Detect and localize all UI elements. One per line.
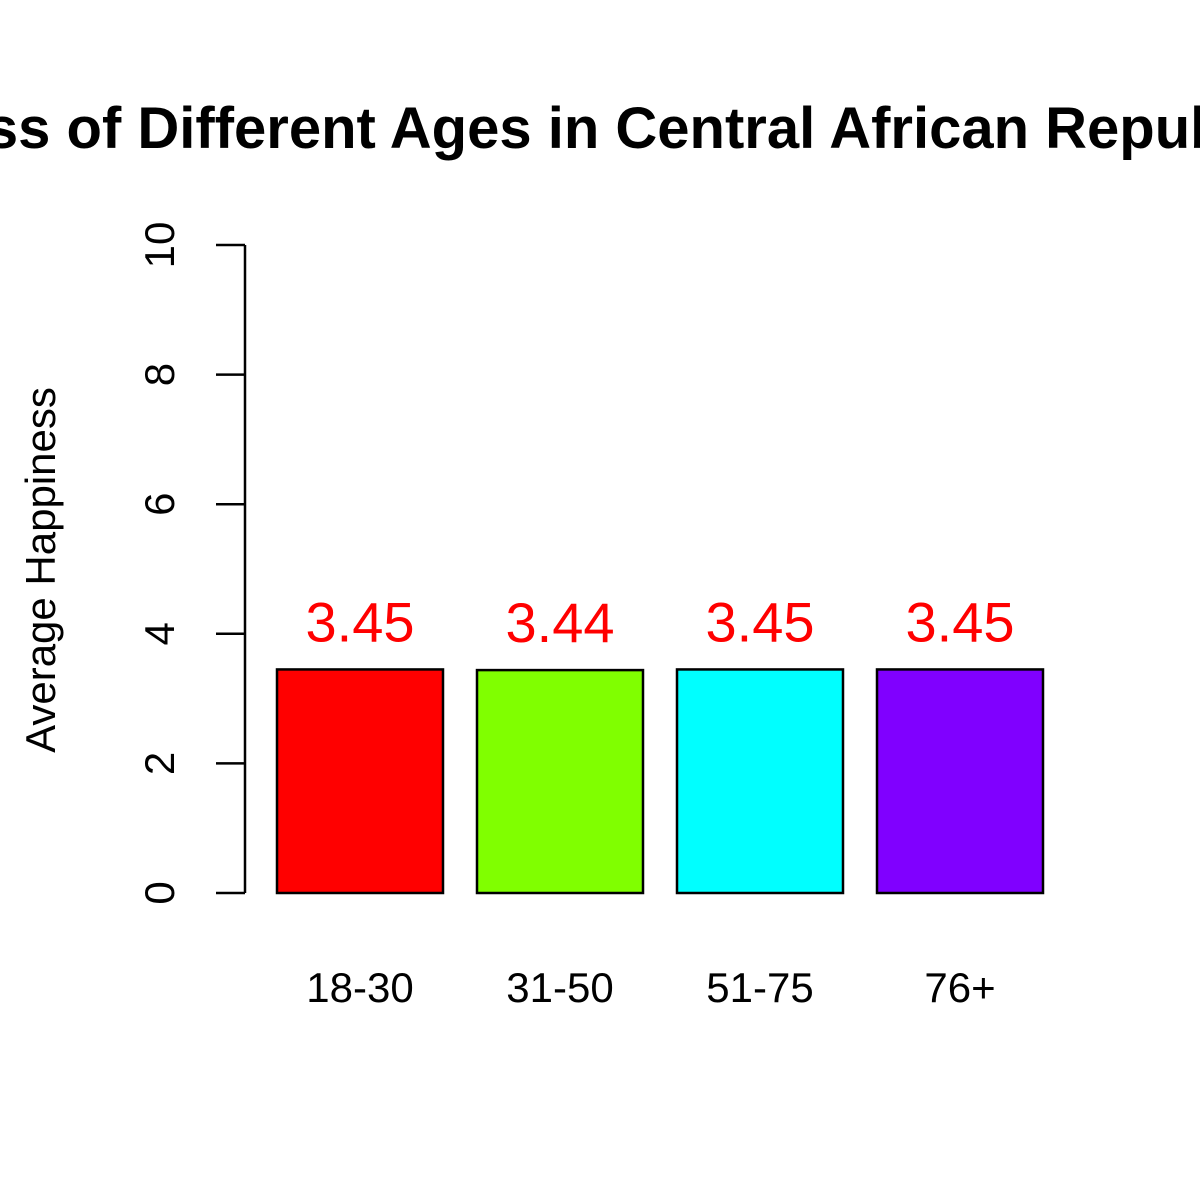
y-axis: 0 2 4 6 8 10 bbox=[136, 222, 247, 905]
x-tick-label: 31-50 bbox=[506, 964, 613, 1011]
x-tick-label: 76+ bbox=[924, 964, 995, 1011]
chart-title: Average Happiness of Different Ages in C… bbox=[0, 96, 1200, 161]
value-labels-group: 3.45 3.44 3.45 3.45 bbox=[306, 590, 1015, 654]
bars-group bbox=[275, 668, 1045, 895]
y-tick-label: 8 bbox=[136, 363, 183, 386]
y-tick-label: 0 bbox=[136, 881, 183, 904]
bar-31-50 bbox=[475, 668, 645, 895]
bar-18-30 bbox=[275, 668, 445, 895]
bar-51-75 bbox=[675, 668, 845, 895]
y-axis-title: Average Happiness bbox=[17, 387, 64, 753]
data-label: 3.44 bbox=[506, 591, 615, 654]
x-tick-label: 18-30 bbox=[306, 964, 413, 1011]
data-label: 3.45 bbox=[306, 590, 415, 653]
y-tick-label: 2 bbox=[136, 752, 183, 775]
data-label: 3.45 bbox=[906, 590, 1015, 653]
y-tick-label: 4 bbox=[136, 622, 183, 645]
data-label: 3.45 bbox=[706, 590, 815, 653]
y-tick-label: 10 bbox=[136, 222, 183, 269]
y-tick-label: 6 bbox=[136, 493, 183, 516]
x-tick-label: 51-75 bbox=[706, 964, 813, 1011]
category-labels-group: 18-30 31-50 51-75 76+ bbox=[306, 964, 995, 1011]
bar-76+ bbox=[875, 668, 1045, 895]
